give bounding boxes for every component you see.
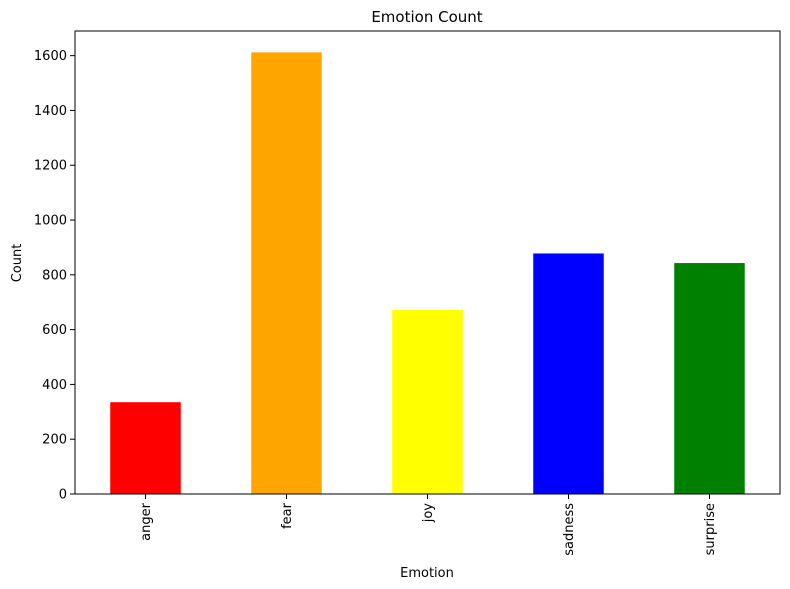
y-tick-label-1000: 1000 — [34, 214, 67, 229]
x-tick-label-surprise: surprise — [703, 503, 718, 555]
y-tick-label-800: 800 — [42, 268, 67, 283]
bar-joy — [392, 309, 463, 494]
bar-surprise — [674, 263, 745, 494]
bars-group — [110, 52, 745, 494]
x-tick-label-fear: fear — [280, 502, 295, 529]
y-axis-ticks: 0 200 400 600 800 1000 1200 1400 1600 — [34, 49, 75, 503]
bar-anger — [110, 402, 181, 494]
x-tick-label-anger: anger — [139, 502, 154, 540]
y-tick-label-600: 600 — [42, 323, 67, 338]
plot-frame — [74, 30, 781, 495]
x-axis-label: Emotion — [400, 566, 454, 581]
y-tick-label-1400: 1400 — [34, 104, 67, 119]
y-tick-label-1200: 1200 — [34, 159, 67, 174]
y-tick-label-0: 0 — [59, 488, 67, 503]
y-axis-label: Count — [10, 244, 25, 283]
x-tick-label-sadness: sadness — [562, 503, 577, 556]
bar-fear — [251, 52, 322, 494]
y-tick-label-400: 400 — [42, 378, 67, 393]
chart-title: Emotion Count — [371, 8, 482, 26]
y-tick-label-200: 200 — [42, 433, 67, 448]
x-axis-ticks: anger fear joy sadness surprise — [139, 494, 718, 556]
x-tick-label-joy: joy — [421, 503, 436, 524]
bar-sadness — [533, 253, 604, 494]
y-tick-label-1600: 1600 — [34, 49, 67, 64]
